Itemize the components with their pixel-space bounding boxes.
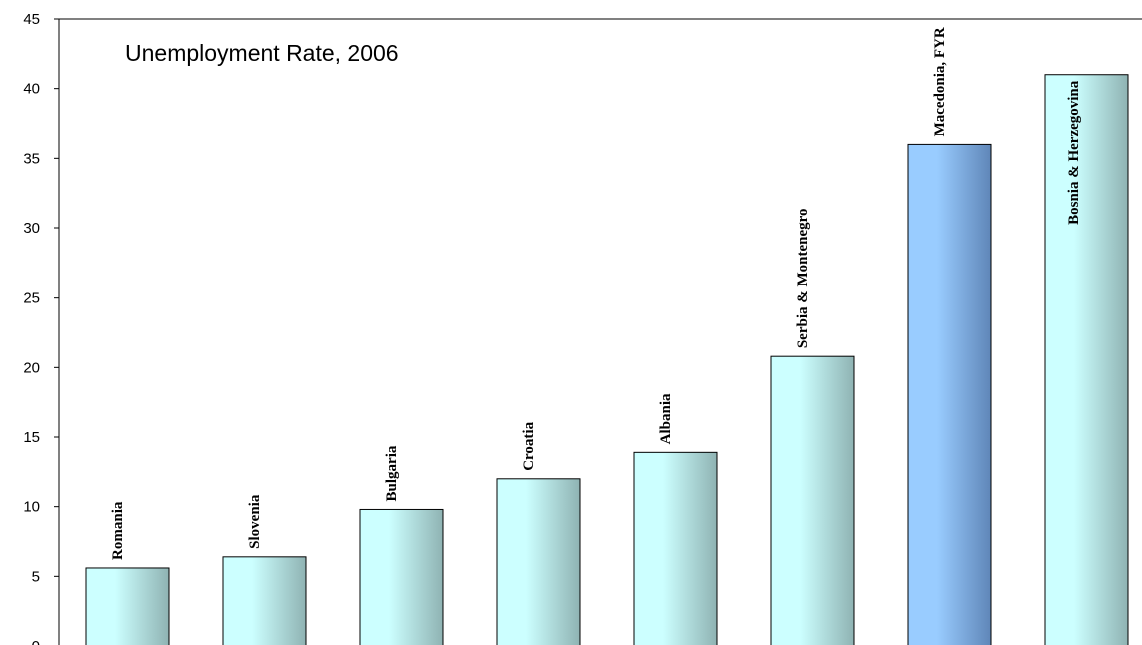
bar <box>1044 74 1129 645</box>
y-tick-label: 40 <box>23 81 40 98</box>
chart-title: Unemployment Rate, 2006 <box>125 40 399 66</box>
bar <box>907 143 992 645</box>
bar <box>222 556 307 645</box>
y-tick-label: 25 <box>23 290 40 307</box>
bar <box>359 508 444 645</box>
bar-category-label: Bosnia & Herzegovina <box>1066 80 1082 225</box>
bar-category-label: Serbia & Montenegro <box>795 208 811 348</box>
bar-category-label: Slovenia <box>247 494 263 549</box>
y-tick-label: 5 <box>32 568 40 585</box>
bar-category-label: Macedonia, FYR <box>932 27 948 136</box>
y-tick-label: 35 <box>23 150 40 167</box>
y-tick-label: 10 <box>23 499 40 516</box>
y-tick-label: 30 <box>23 220 40 237</box>
bar <box>770 355 855 645</box>
y-tick-label: 0 <box>32 638 40 645</box>
bars-group <box>85 74 1129 645</box>
bar-category-label: Croatia <box>521 421 537 470</box>
y-tick-label: 15 <box>23 429 40 446</box>
bar <box>496 478 581 645</box>
bar-category-label: Romania <box>110 501 126 560</box>
y-tick-label: 20 <box>23 359 40 376</box>
bar-category-label: Bulgaria <box>384 445 400 501</box>
bar-category-label: Albania <box>658 393 674 444</box>
bar <box>85 567 170 645</box>
y-tick-label: 45 <box>23 11 40 28</box>
bar <box>633 451 718 645</box>
bar-labels-group: Romania Slovenia Bulgaria Croatia Albania Ser… <box>110 27 1082 560</box>
y-axis-ticks: 0 5 10 15 20 25 30 35 40 45 <box>23 11 59 645</box>
